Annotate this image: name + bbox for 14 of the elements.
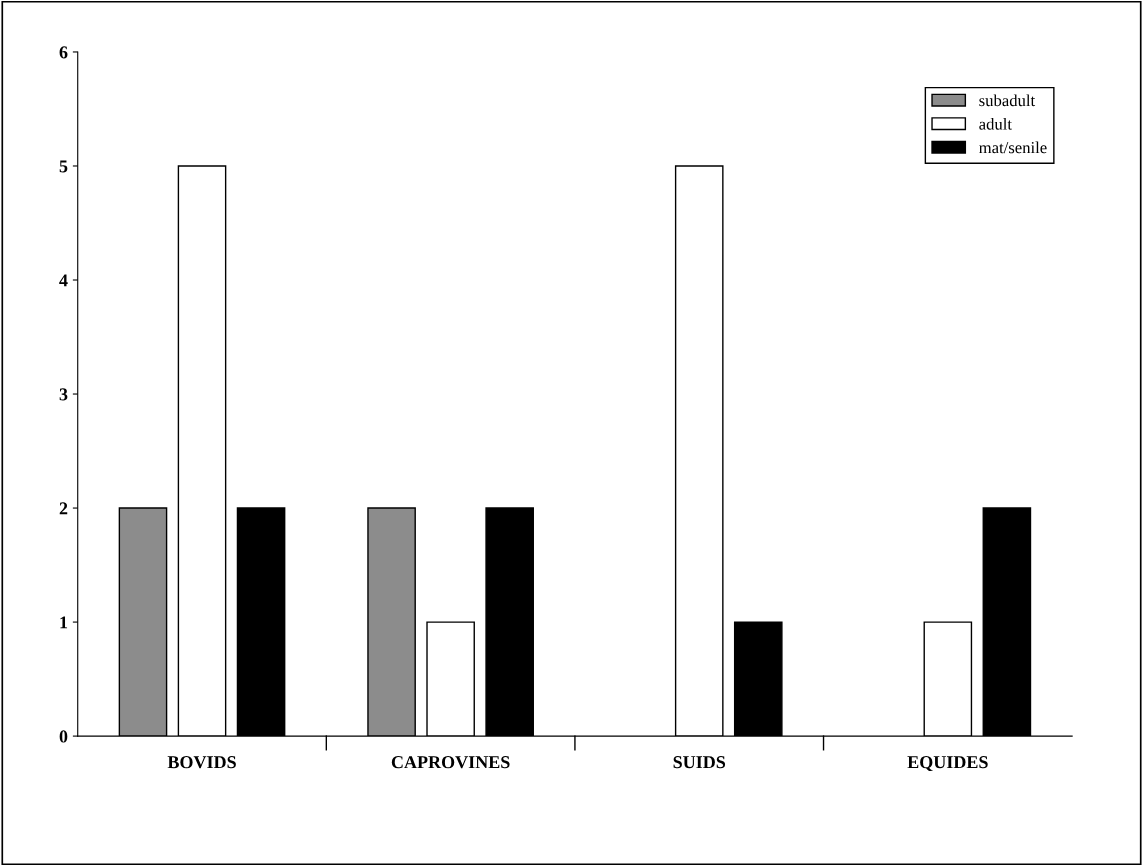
x-tick-label: BOVIDS xyxy=(167,756,236,769)
y-tick-label: 3 xyxy=(59,388,68,401)
y-tick-label: 5 xyxy=(59,160,68,173)
y-tick-label: 0 xyxy=(59,730,68,743)
legend-label: adult xyxy=(979,117,1012,130)
x-tick-label: CAPROVINES xyxy=(391,756,510,769)
y-tick-label: 6 xyxy=(59,46,68,59)
legend-label: subadult xyxy=(979,94,1036,107)
y-tick-label: 4 xyxy=(59,274,68,287)
x-tick-label: EQUIDES xyxy=(907,756,988,771)
y-tick-label: 2 xyxy=(59,502,68,515)
legend-label: mat/senile xyxy=(979,141,1047,154)
x-tick-label: SUIDS xyxy=(673,756,726,769)
y-tick-label: 1 xyxy=(60,616,68,629)
